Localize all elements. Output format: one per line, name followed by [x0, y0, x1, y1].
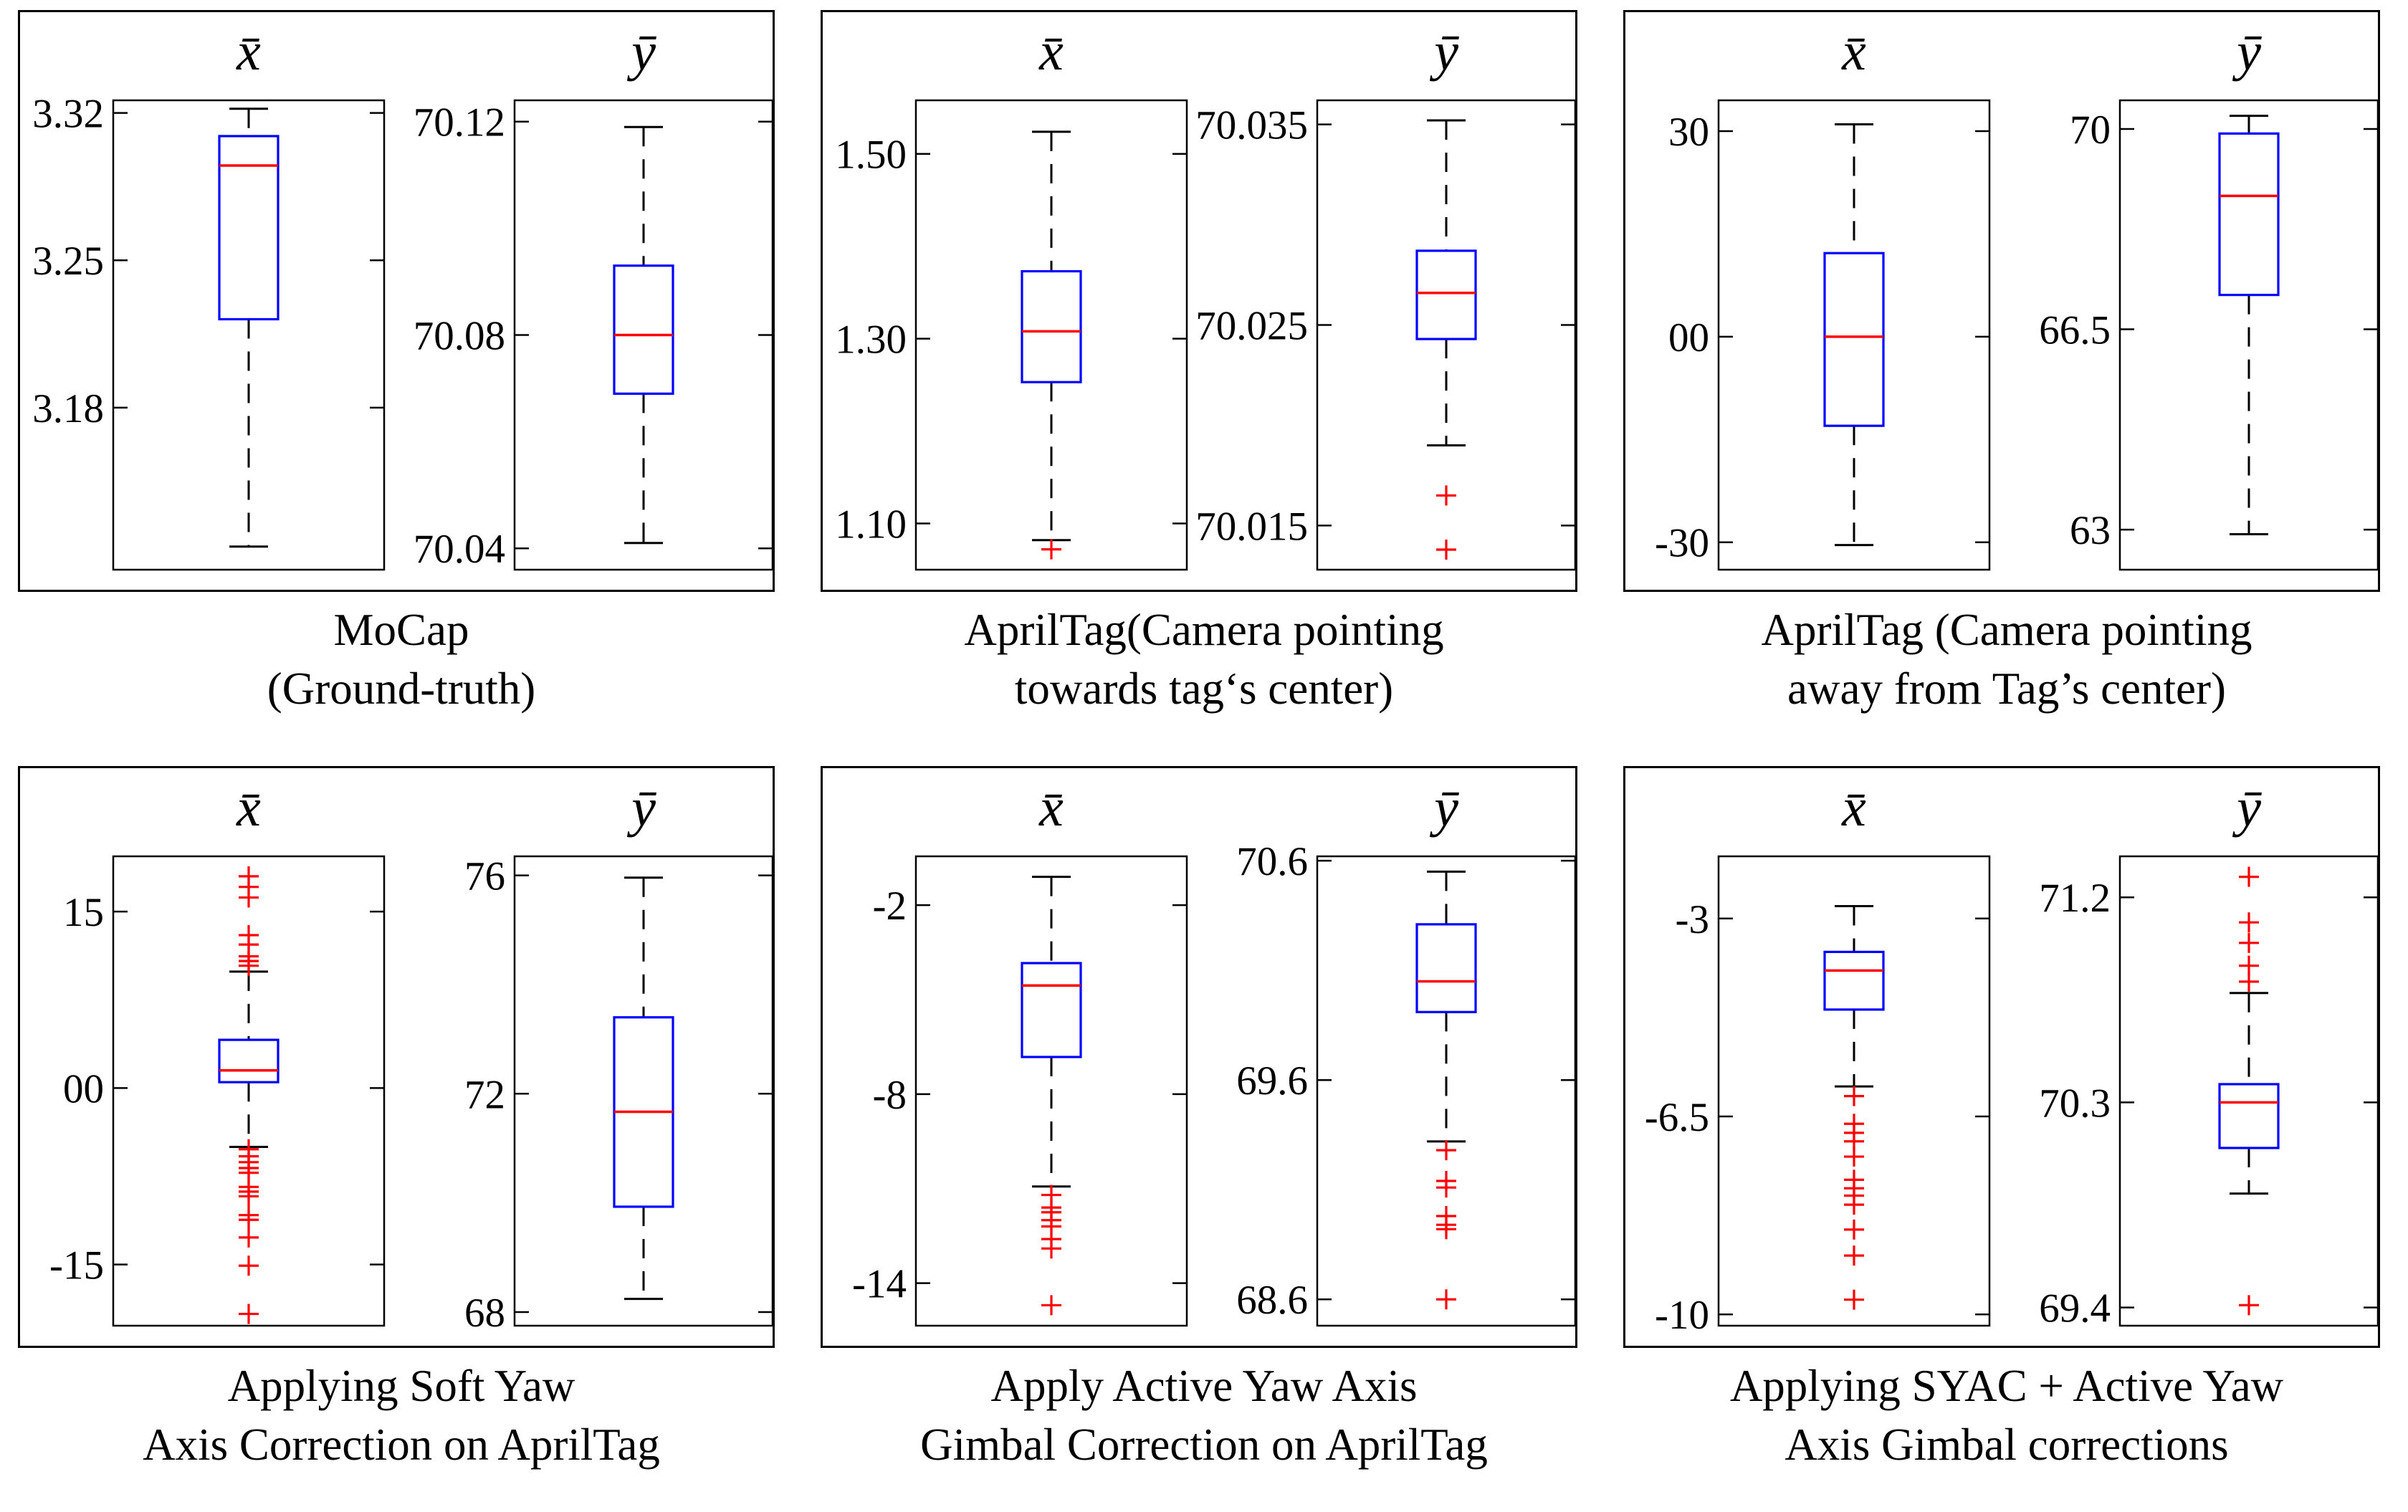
subplot-title-ybar: ȳ: [1434, 21, 1458, 82]
svg-text:-15: -15: [49, 1243, 104, 1288]
svg-text:70.035: 70.035: [1195, 103, 1308, 148]
caption-line: Axis Correction on AprilTag: [143, 1420, 660, 1470]
svg-text:00: 00: [1668, 315, 1709, 360]
panel-mocap-boxplots: 3.32 3.25 3.18 70.12 70.08 70.04: [32, 92, 774, 572]
svg-text:3.32: 3.32: [32, 92, 104, 137]
panel-active-gimbal: x̄ ȳ -2 -8 -14 70.6 69.6 68.6 Apply Active Ya…: [803, 756, 1605, 1512]
panel-mocap-caption: MoCap (Ground-truth): [0, 601, 803, 718]
svg-text:-14: -14: [852, 1262, 907, 1307]
panel-active-gimbal-border: [821, 766, 1577, 1348]
svg-text:76: 76: [464, 854, 505, 899]
svg-text:63: 63: [2070, 508, 2111, 553]
svg-text:-6.5: -6.5: [1645, 1095, 1709, 1140]
panel-apriltag-away-caption: AprilTag (Camera pointing away from Tag’…: [1605, 601, 2408, 718]
panel-syac-caption: Applying Soft Yaw Axis Correction on Apr…: [0, 1357, 803, 1474]
svg-text:70.015: 70.015: [1195, 504, 1308, 549]
svg-text:1.10: 1.10: [835, 502, 907, 547]
panel-syac-boxplots: 15 00 -15 76 72 68: [49, 854, 774, 1336]
subplot-title-ybar: ȳ: [1434, 777, 1458, 838]
svg-text:70.025: 70.025: [1195, 303, 1308, 348]
svg-text:1.50: 1.50: [835, 133, 907, 178]
panel-syac: x̄ ȳ 15 00 -15 76 72 68 Applying Soft Yaw Axi…: [0, 756, 803, 1512]
panel-apriltag-towards-border: [821, 10, 1577, 592]
svg-text:-2: -2: [873, 884, 907, 929]
subplot-title-xbar: x̄: [236, 777, 261, 838]
panel-syac-border: [18, 766, 775, 1348]
panel-syac-plus-active-boxplots: -3 -6.5 -10 71.2 70.3 69.4: [1645, 855, 2379, 1338]
svg-text:69.4: 69.4: [2039, 1286, 2111, 1331]
caption-line: AprilTag(Camera pointing: [964, 605, 1444, 655]
panel-apriltag-towards-boxplots: 1.50 1.30 1.10 70.035 70.025 70.015: [835, 99, 1577, 571]
caption-line: away from Tag’s center): [1787, 664, 2226, 714]
svg-text:-30: -30: [1655, 521, 1709, 566]
caption-line: Axis Gimbal corrections: [1784, 1420, 2229, 1470]
svg-text:72: 72: [464, 1072, 505, 1117]
subplot-title-ybar: ȳ: [631, 777, 656, 838]
subplot-title-ybar: ȳ: [631, 21, 656, 82]
subplot-title-ybar: ȳ: [2237, 21, 2261, 82]
svg-text:66.5: 66.5: [2039, 307, 2111, 353]
svg-text:71.2: 71.2: [2039, 876, 2111, 921]
panel-apriltag-towards: x̄ ȳ 1.50 1.30 1.10 70.035 70.025 70.015 Apri…: [803, 0, 1605, 756]
caption-line: Applying SYAC + Active Yaw: [1729, 1361, 2284, 1411]
svg-text:70.6: 70.6: [1236, 839, 1308, 884]
caption-line: Applying Soft Yaw: [227, 1361, 575, 1411]
svg-text:1.30: 1.30: [835, 317, 907, 363]
svg-text:30: 30: [1668, 110, 1709, 155]
caption-line: MoCap: [333, 605, 469, 655]
svg-text:70.3: 70.3: [2039, 1081, 2111, 1126]
svg-text:70.08: 70.08: [414, 313, 505, 358]
subplot-title-xbar: x̄: [1842, 777, 1866, 838]
panel-active-gimbal-caption: Apply Active Yaw Axis Gimbal Correction …: [803, 1357, 1605, 1474]
panel-mocap: x̄ ȳ 3.32 3.25 3.18 70.12 70.08 70.04 MoCap (…: [0, 0, 803, 756]
panel-syac-plus-active-caption: Applying SYAC + Active Yaw Axis Gimbal c…: [1605, 1357, 2408, 1474]
svg-text:-10: -10: [1655, 1293, 1709, 1338]
panel-active-gimbal-boxplots: -2 -8 -14 70.6 69.6 68.6: [852, 839, 1577, 1327]
svg-text:69.6: 69.6: [1236, 1058, 1308, 1104]
panel-apriltag-towards-caption: AprilTag(Camera pointing towards tag‘s c…: [803, 601, 1605, 718]
panel-syac-plus-active: x̄ ȳ -3 -6.5 -10 71.2 70.3 69.4 Applying SYAC…: [1605, 756, 2408, 1512]
panel-syac-plus-active-border: [1623, 766, 2380, 1348]
svg-text:68: 68: [464, 1291, 505, 1336]
panel-apriltag-away-boxplots: 30 00 -30 70 66.5 63: [1655, 99, 2379, 571]
svg-text:3.18: 3.18: [32, 386, 104, 431]
subplot-title-xbar: x̄: [1842, 21, 1866, 82]
svg-text:68.6: 68.6: [1236, 1278, 1308, 1323]
caption-line: (Ground-truth): [267, 664, 536, 714]
svg-text:-3: -3: [1676, 897, 1709, 942]
subplot-title-xbar: x̄: [1039, 21, 1064, 82]
caption-line: Gimbal Correction on AprilTag: [920, 1420, 1488, 1470]
svg-text:70.12: 70.12: [414, 100, 505, 145]
caption-line: towards tag‘s center): [1014, 664, 1394, 714]
svg-text:70.04: 70.04: [414, 527, 505, 572]
subplot-title-ybar: ȳ: [2237, 777, 2261, 838]
panel-apriltag-away: x̄ ȳ 30 00 -30 70 66.5 63 AprilTag (Camera po…: [1605, 0, 2408, 756]
svg-text:00: 00: [63, 1066, 104, 1111]
svg-text:-8: -8: [873, 1073, 907, 1118]
svg-text:3.25: 3.25: [32, 239, 104, 284]
svg-text:15: 15: [63, 890, 104, 935]
caption-line: Apply Active Yaw Axis: [990, 1361, 1418, 1411]
panel-mocap-border: [18, 10, 775, 592]
caption-line: AprilTag (Camera pointing: [1761, 605, 2252, 655]
svg-text:70: 70: [2070, 107, 2111, 153]
subplot-title-xbar: x̄: [1039, 777, 1064, 838]
subplot-title-xbar: x̄: [236, 21, 261, 82]
panel-apriltag-away-border: [1623, 10, 2380, 592]
